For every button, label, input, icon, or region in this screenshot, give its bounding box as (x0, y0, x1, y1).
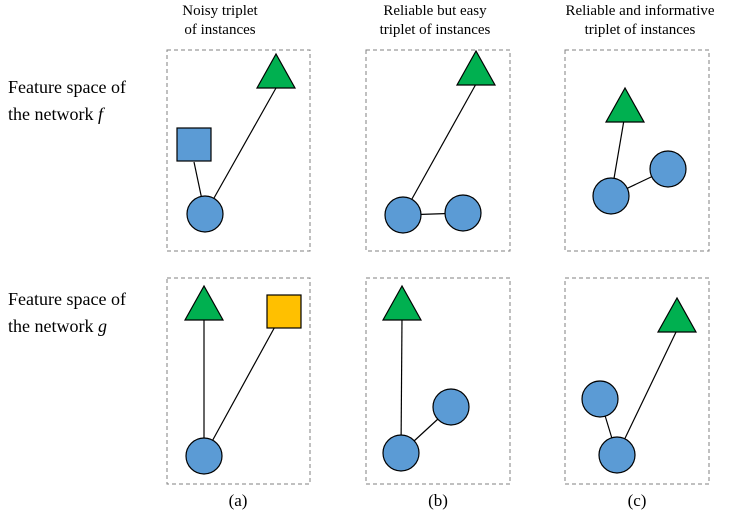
edge-c-g-circle-triangle (616, 329, 678, 456)
triangle-a-g (183, 284, 225, 321)
panel-a-f (166, 49, 311, 252)
row-label-f-line2: the network f (8, 101, 126, 128)
square-a-g (266, 294, 302, 329)
square-a-f (176, 127, 212, 162)
caption-b: (b) (428, 491, 448, 510)
column-title-c-line1: Reliable and informative (565, 3, 715, 19)
row-label-f-prefix: the network (8, 104, 98, 124)
triangle-c-f (604, 86, 646, 123)
column-title-b: Reliable but easy triplet of instances (350, 2, 520, 40)
circle-b-f-1 (384, 196, 422, 234)
triangle-b-g (381, 284, 423, 321)
caption-c: (c) (627, 491, 647, 510)
circle-a-f (186, 195, 224, 233)
column-title-c-line2: triplet of instances (584, 22, 696, 38)
triangle-a-f (255, 52, 297, 89)
circle-c-g-2 (598, 436, 636, 474)
edge-b-g-circle-triangle (400, 317, 403, 454)
caption-a: (a) (228, 491, 248, 510)
row-label-g: Feature space of the network g (8, 286, 126, 340)
circle-c-g-1 (581, 380, 619, 418)
row-label-g-prefix: the network (8, 316, 98, 336)
column-title-b-line1: Reliable but easy (383, 3, 487, 19)
circle-c-f-2 (649, 150, 687, 188)
circle-b-g-1 (432, 388, 470, 426)
edge-a-f-circle-triangle (204, 87, 277, 215)
row-label-f-var: f (97, 104, 103, 124)
column-title-b-line2: triplet of instances (379, 22, 491, 38)
panel-c-f (564, 49, 710, 252)
triangle-b-f (455, 49, 497, 86)
row-label-f-line1: Feature space of (8, 77, 126, 97)
column-title-a-line1: Noisy triplet (182, 3, 258, 19)
circle-a-g (185, 437, 223, 475)
edge-b-f-circle-triangle (402, 83, 477, 216)
row-label-g-line2: the network g (8, 313, 126, 340)
panel-a-g (166, 277, 311, 485)
circle-b-g-2 (382, 434, 420, 472)
row-label-f: Feature space of the network f (8, 74, 126, 128)
circle-b-f-2 (444, 194, 482, 232)
panel-c-g (564, 277, 710, 485)
column-title-c: Reliable and informative triplet of inst… (540, 2, 740, 40)
circle-c-f-1 (592, 177, 630, 215)
panel-b-g (365, 277, 511, 485)
column-title-a-line2: of instances (184, 22, 256, 38)
row-label-g-var: g (97, 316, 107, 336)
edge-a-g-circle-square (203, 311, 284, 457)
column-title-a: Noisy triplet of instances (150, 2, 290, 40)
row-label-g-line1: Feature space of (8, 289, 126, 309)
panel-b-f (365, 49, 511, 252)
triangle-c-g (656, 296, 698, 333)
